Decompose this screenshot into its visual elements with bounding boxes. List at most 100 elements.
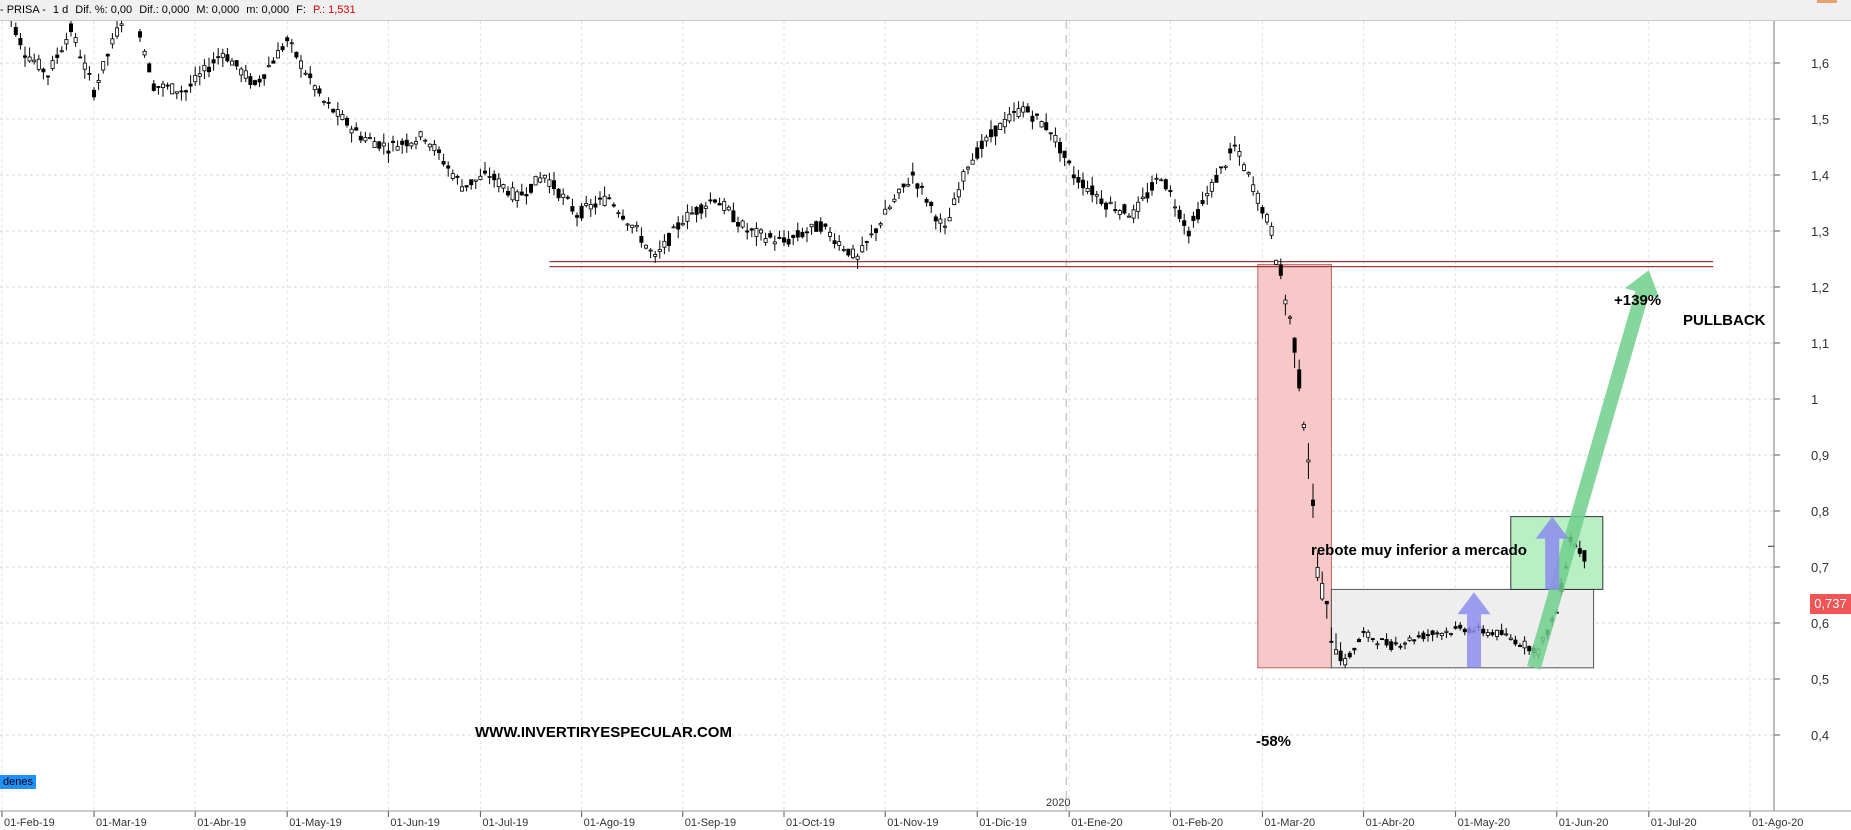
candle-body	[644, 244, 649, 249]
candle-body	[59, 50, 64, 53]
candle-body	[1522, 640, 1527, 649]
candle-body	[1384, 639, 1389, 646]
candle-body	[119, 23, 124, 26]
candle-body	[607, 197, 612, 200]
candle-body	[55, 54, 60, 58]
y-tick-label: 0,6	[1811, 616, 1829, 631]
min-label: m: 0,000	[246, 4, 290, 16]
candle-body	[1163, 179, 1168, 190]
candle-body	[823, 223, 828, 227]
candle-body	[510, 187, 515, 201]
candle-body	[482, 170, 487, 174]
candle-body	[1200, 200, 1205, 204]
candle-body	[271, 60, 276, 64]
candle-body	[593, 203, 598, 208]
annotation-pct-down: -58%	[1256, 733, 1292, 750]
candle-body	[915, 183, 920, 189]
y-tick-label: 1,3	[1811, 224, 1829, 239]
candle-body	[1140, 196, 1145, 200]
dif-pct-label: Dif. %: 0,00	[75, 4, 133, 16]
candle-body	[869, 233, 874, 236]
x-tick-label: 01-Ene-20	[1071, 817, 1122, 829]
candle-body	[782, 237, 787, 243]
candle-body	[211, 59, 216, 64]
candle-body	[864, 241, 869, 243]
candle-body	[1007, 113, 1012, 122]
candle-body	[1329, 640, 1334, 643]
x-tick-label: 01-Dic-19	[979, 817, 1027, 829]
candle-body	[1458, 624, 1463, 629]
candle-body	[933, 216, 938, 222]
candle-body	[13, 27, 18, 36]
candle-body	[625, 223, 630, 226]
candle-body	[308, 73, 313, 79]
candle-body	[814, 221, 819, 232]
candle-body	[27, 56, 32, 62]
candle-body	[73, 37, 78, 43]
candle-body	[386, 150, 391, 154]
candle-body	[390, 140, 395, 143]
candle-body	[952, 198, 957, 206]
candle-body	[1039, 121, 1044, 128]
candle-body	[413, 141, 418, 145]
candle-body	[1209, 182, 1214, 192]
candle-body	[220, 53, 225, 58]
candle-body	[239, 68, 244, 76]
candle-body	[275, 50, 280, 59]
candle-body	[137, 31, 142, 38]
annotation-zones	[549, 261, 1714, 669]
candle-body	[749, 228, 754, 231]
candle-body	[156, 86, 161, 88]
price-axis: 0,40,50,60,70,80,911,11,21,31,41,51,61,7	[1768, 0, 1829, 811]
candle-body	[584, 203, 589, 206]
candle-body	[174, 91, 179, 94]
max-label: M: 0,000	[196, 4, 240, 16]
candle-body	[929, 201, 934, 207]
candle-body	[432, 144, 437, 152]
candle-body	[855, 255, 860, 260]
candle-body	[1577, 548, 1582, 554]
candle-body	[96, 80, 101, 84]
candle-body	[459, 186, 464, 192]
candle-body	[993, 125, 998, 137]
symbol-label: - PRISA -	[0, 4, 46, 16]
candle-body	[1154, 177, 1159, 180]
candle-body	[285, 37, 290, 42]
candle-body	[556, 188, 561, 199]
candle-body	[800, 231, 805, 238]
rebound-arrow	[1457, 592, 1491, 668]
last-price-tag: 0,737	[1810, 594, 1851, 614]
candle-body	[1495, 629, 1500, 637]
candle-body	[142, 50, 147, 56]
candle-body	[446, 165, 451, 169]
candle-body	[1352, 647, 1357, 651]
candle-body	[768, 233, 773, 238]
candle-body	[676, 222, 681, 230]
candle-body	[36, 58, 41, 70]
candle-body	[1292, 337, 1297, 353]
x-tick-label: 01-Mar-20	[1264, 817, 1315, 829]
candle-body	[961, 171, 966, 182]
x-tick-label: 01-Jul-19	[482, 817, 528, 829]
candle-body	[1504, 633, 1509, 636]
x-tick-label: 01-Jul-20	[1651, 817, 1697, 829]
candle-body	[22, 55, 27, 58]
candle-body	[87, 73, 92, 75]
candle-body	[1246, 172, 1251, 175]
candle-body	[588, 204, 593, 210]
candle-body	[1104, 202, 1109, 210]
candle-body	[883, 208, 888, 215]
candle-body	[248, 76, 253, 85]
candle-body	[298, 60, 303, 69]
breakout-arrow	[1535, 516, 1569, 590]
candle-body	[478, 175, 483, 181]
candle-body	[1582, 550, 1587, 562]
candle-body	[1035, 113, 1040, 116]
y-tick-label: 0,5	[1811, 672, 1829, 687]
ordenes-tab[interactable]: denes	[0, 775, 36, 789]
candle-body	[473, 179, 478, 182]
candle-body	[225, 54, 230, 62]
candle-body	[910, 171, 915, 176]
candle-body	[1127, 215, 1132, 218]
